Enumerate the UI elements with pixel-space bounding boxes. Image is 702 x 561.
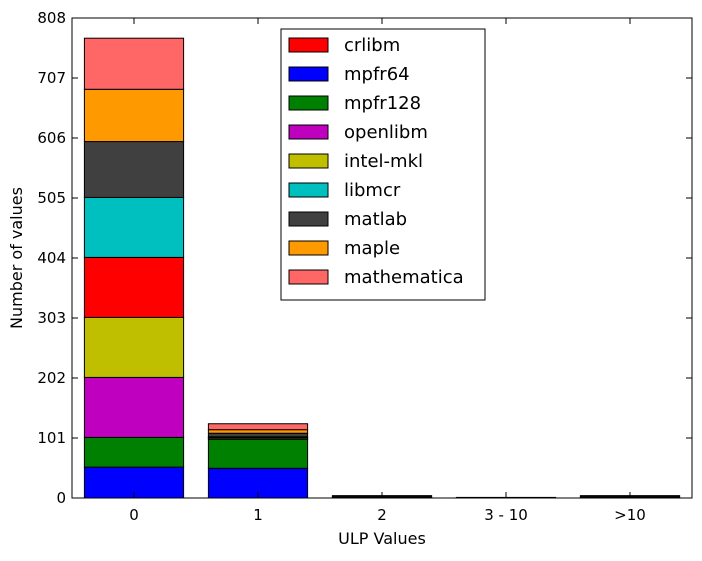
x-tick-label: 2 (377, 506, 387, 524)
legend-swatch-maple (288, 240, 329, 256)
legend-label-libmcr: libmcr (344, 180, 401, 201)
legend-label-crlibm: crlibm (344, 35, 400, 56)
bar-segment-openlibm-0 (83, 376, 185, 438)
y-tick-label: 0 (56, 489, 66, 507)
x-tick-label: 3 - 10 (484, 506, 528, 524)
legend-label-intel-mkl: intel-mkl (344, 151, 423, 172)
legend-swatch-crlibm (288, 37, 329, 53)
y-tick-label: 202 (37, 369, 66, 387)
y-tick-label: 404 (37, 249, 66, 267)
y-tick-label: 707 (37, 69, 66, 87)
x-tick-label: 0 (129, 506, 139, 524)
legend-swatch-intel-mkl (288, 153, 329, 169)
y-tick-label: 101 (37, 429, 66, 447)
legend: crlibm mpfr64 mpfr128 openlibm intel-mkl libm… (280, 28, 486, 301)
ticks-layer: 0 101 202 303 404 505 606 707 808 0 1 2 3 - 10 >10 (37, 9, 692, 524)
x-axis-label: ULP Values (338, 529, 426, 548)
legend-swatch-openlibm (288, 124, 329, 140)
legend-swatch-libmcr (288, 182, 329, 198)
bar-segment-mathematica-1 (207, 423, 309, 431)
bars-layer (83, 37, 681, 499)
legend-swatch-mathematica (288, 269, 329, 285)
legend-label-mathematica: mathematica (344, 267, 464, 288)
bar-segment-mpfr128-1 (207, 438, 309, 469)
legend-label-maple: maple (344, 238, 400, 259)
legend-swatch-mpfr64 (288, 66, 329, 82)
x-tick-label: 1 (253, 506, 263, 524)
bar-segment-mathematica-0 (83, 37, 185, 90)
bar-segment-maple-1 (207, 429, 309, 434)
legend-label-matlab: matlab (344, 209, 407, 230)
y-tick-label: 303 (37, 309, 66, 327)
y-tick-label: 606 (37, 129, 66, 147)
bar-segment-libmcr-0 (83, 196, 185, 258)
y-axis-label: Number of values (7, 187, 26, 329)
bar-segment-intel-mkl-0 (83, 316, 185, 378)
legend-swatch-matlab (288, 211, 329, 227)
bar-segment-matlab-0 (83, 141, 185, 198)
legend-swatch-mpfr128 (288, 95, 329, 111)
legend-label-mpfr64: mpfr64 (344, 64, 410, 85)
y-tick-label: 505 (37, 189, 66, 207)
legend-label-openlibm: openlibm (344, 122, 428, 143)
x-tick-label: >10 (614, 506, 646, 524)
bar-segment-maple-0 (83, 88, 185, 143)
legend-label-mpfr128: mpfr128 (344, 93, 421, 114)
bar-segment-crlibm-0 (83, 256, 185, 318)
bar-segment-matlab-1 (207, 432, 309, 438)
y-tick-label: 808 (37, 9, 66, 27)
bar-segment-mpfr128-0 (83, 436, 185, 468)
